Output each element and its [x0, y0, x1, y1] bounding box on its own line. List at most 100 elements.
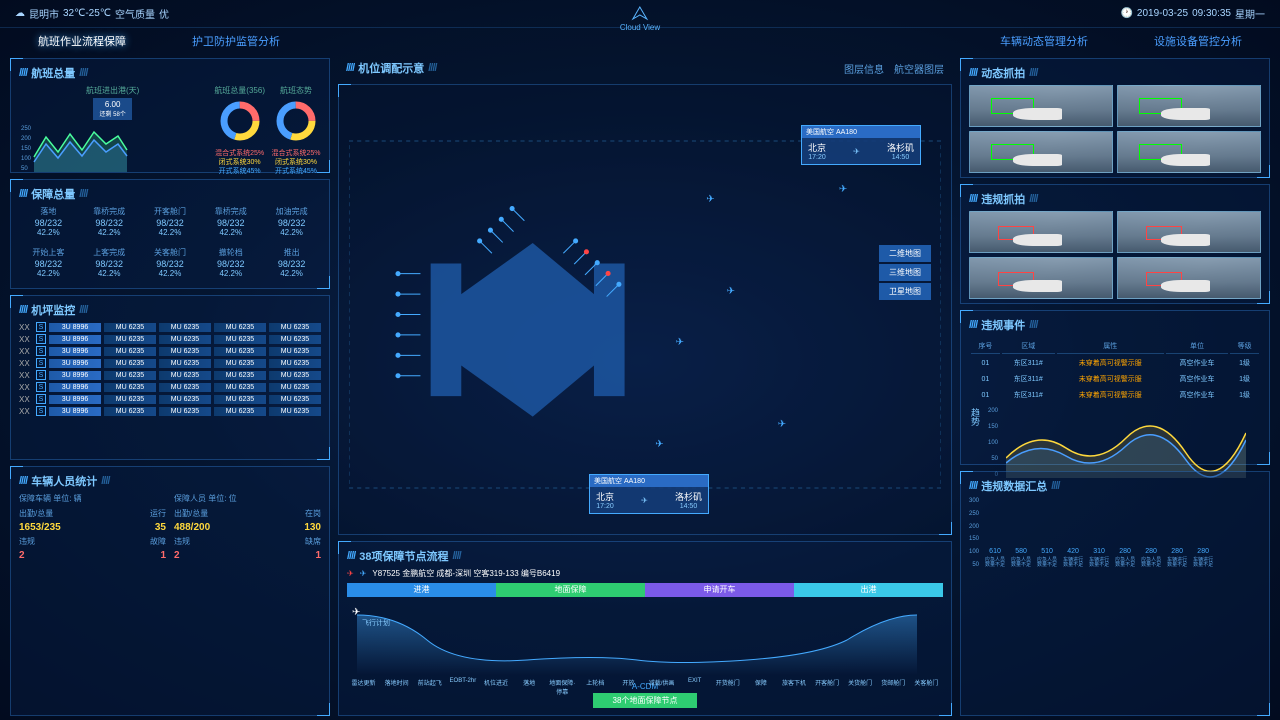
monitor-cell[interactable]: MU 6235 — [269, 407, 321, 416]
metric: 关客舱门98/23242.2% — [141, 247, 200, 278]
monitor-cell[interactable]: 3U 8996 — [49, 371, 101, 380]
event-row[interactable]: 01东区311#未穿着高可视警示服高空作业车1级 — [971, 388, 1259, 402]
monitor-cell[interactable]: MU 6235 — [159, 395, 211, 404]
bar-item: 610应急人员数量不足 — [985, 548, 1005, 568]
camera-feed[interactable] — [969, 257, 1113, 299]
flow-node: 落地时间 — [382, 678, 412, 696]
monitor-cell[interactable]: MU 6235 — [104, 395, 156, 404]
weekday: 星期一 — [1235, 6, 1265, 21]
camera-feed[interactable] — [1117, 257, 1261, 299]
nav-item[interactable]: 设施设备管控分析 — [1146, 31, 1250, 51]
airport-map: ✈ ✈ ✈ ✈ ✈ ✈ — [349, 105, 941, 524]
monitor-cell[interactable]: MU 6235 — [159, 383, 211, 392]
dynamic-capture-panel: 动态抓拍 — [960, 58, 1270, 178]
nav-item[interactable]: 护卫防护监管分析 — [184, 31, 288, 51]
monitor-cell[interactable]: MU 6235 — [159, 359, 211, 368]
monitor-cell[interactable]: MU 6235 — [104, 383, 156, 392]
metric: 靠桥完成98/23242.2% — [201, 206, 260, 237]
monitor-cell[interactable]: 3U 8996 — [49, 395, 101, 404]
flow-node: 开客舱门 — [812, 678, 842, 696]
svg-text:250: 250 — [21, 126, 32, 132]
monitor-cell[interactable]: MU 6235 — [104, 359, 156, 368]
camera-feed[interactable] — [1117, 85, 1261, 127]
monitor-cell[interactable]: MU 6235 — [214, 323, 266, 332]
nav-item[interactable]: 车辆动态管理分析 — [992, 31, 1096, 51]
event-row[interactable]: 01东区311#未穿着高可视警示服高空作业车1级 — [971, 372, 1259, 386]
monitor-cell[interactable]: MU 6235 — [214, 383, 266, 392]
monitor-cell[interactable]: MU 6235 — [269, 347, 321, 356]
monitor-cell[interactable]: 3U 8996 — [49, 407, 101, 416]
donut-chart-1 — [215, 96, 265, 146]
monitor-cell[interactable]: MU 6235 — [159, 323, 211, 332]
metric: 靠桥完成98/23242.2% — [80, 206, 139, 237]
monitor-cell[interactable]: MU 6235 — [214, 371, 266, 380]
monitor-cell[interactable]: 3U 8996 — [49, 359, 101, 368]
flight-card-1[interactable]: 美国航空 AA180 北京17:20✈洛杉矶14:50 — [801, 125, 921, 165]
camera-feed[interactable] — [1117, 131, 1261, 173]
camera-feed[interactable] — [1117, 211, 1261, 253]
monitor-row: XXS3U 8996MU 6235MU 6235MU 6235MU 6235 — [19, 346, 321, 356]
weather-icon: ☁ — [15, 8, 25, 19]
monitor-cell[interactable]: MU 6235 — [269, 371, 321, 380]
map-panel[interactable]: ✈ ✈ ✈ ✈ ✈ ✈ 美国航空 AA180 北京17:20✈洛杉矶14:50 … — [338, 84, 952, 535]
flow-node: 地面保障·停靠 — [547, 678, 577, 696]
panel-title: 航班总量 — [19, 65, 321, 81]
time: 09:30:35 — [1192, 8, 1231, 19]
event-row[interactable]: 01东区311#未穿着高可视警示服高空作业车1级 — [971, 356, 1259, 370]
air-val: 优 — [159, 6, 169, 21]
flow-node: 开货舱门 — [713, 678, 743, 696]
plane-icon: ✈ — [360, 569, 367, 578]
flow-curve: ✈ 飞行计划 — [347, 605, 943, 675]
svg-text:✈: ✈ — [655, 439, 664, 450]
camera-feed[interactable] — [969, 85, 1113, 127]
map-btn[interactable]: 二维地图 — [879, 245, 931, 262]
svg-text:100: 100 — [21, 156, 32, 162]
monitor-cell[interactable]: MU 6235 — [159, 371, 211, 380]
map-btn[interactable]: 三维地图 — [879, 264, 931, 281]
monitor-cell[interactable]: MU 6235 — [159, 347, 211, 356]
monitor-cell[interactable]: 3U 8996 — [49, 347, 101, 356]
donut-chart-2 — [271, 96, 321, 146]
monitor-cell[interactable]: MU 6235 — [214, 395, 266, 404]
flight-card-2[interactable]: 美国航空 AA180 北京17:20✈洛杉矶14:50 — [589, 474, 709, 514]
map-btn[interactable]: 卫星地图 — [879, 283, 931, 300]
monitor-cell[interactable]: MU 6235 — [269, 395, 321, 404]
monitor-cell[interactable]: MU 6235 — [159, 335, 211, 344]
monitor-cell[interactable]: MU 6235 — [269, 335, 321, 344]
personnel-panel: 车辆人员统计 保障车辆 单位: 辆 出勤/总量运行 1653/23535 违规故… — [10, 466, 330, 716]
monitor-cell[interactable]: 3U 8996 — [49, 383, 101, 392]
header: ☁ 昆明市 32℃-25℃ 空气质量 优 Cloud View 🕐 2019-0… — [0, 0, 1280, 28]
camera-feed[interactable] — [969, 131, 1113, 173]
bar-item: 580应急人员数量不足 — [1011, 548, 1031, 568]
monitor-cell[interactable]: MU 6235 — [104, 323, 156, 332]
svg-text:50: 50 — [21, 166, 28, 172]
monitor-cell[interactable]: 3U 8996 — [49, 335, 101, 344]
left-column: 航班总量 航班进出港(天) 6.00还剩 58个 25020015010050 — [10, 58, 330, 716]
monitor-cell[interactable]: MU 6235 — [104, 335, 156, 344]
flow-node: 上轮档 — [580, 678, 610, 696]
monitor-cell[interactable]: 3U 8996 — [49, 323, 101, 332]
monitor-cell[interactable]: MU 6235 — [214, 335, 266, 344]
monitor-cell[interactable]: MU 6235 — [104, 371, 156, 380]
summary-bar-chart: 610应急人员数量不足580应急人员数量不足510应急人员数量不足420车辆进行… — [981, 498, 1217, 568]
monitor-cell[interactable]: MU 6235 — [104, 347, 156, 356]
flow-node: 落地 — [514, 678, 544, 696]
chart-sub: 航班进出港(天) — [19, 85, 206, 96]
monitor-cell[interactable]: MU 6235 — [214, 347, 266, 356]
guarantee-panel: 保障总量 落地98/23242.2%靠桥完成98/23242.2%开客舱门98/… — [10, 179, 330, 289]
monitor-cell[interactable]: MU 6235 — [269, 323, 321, 332]
monitor-cell[interactable]: MU 6235 — [214, 407, 266, 416]
camera-feed[interactable] — [969, 211, 1113, 253]
monitor-cell[interactable]: MU 6235 — [104, 407, 156, 416]
flow-node: 关客舱门 — [911, 678, 941, 696]
nav-item[interactable]: 航班作业流程保障 — [30, 31, 134, 51]
phase: 地面保障 — [496, 583, 645, 597]
city: 昆明市 — [29, 6, 59, 21]
monitor-cell[interactable]: MU 6235 — [269, 383, 321, 392]
flow-node: 旅客下机 — [779, 678, 809, 696]
monitor-cell[interactable]: MU 6235 — [159, 407, 211, 416]
flow-node: 关货舱门 — [845, 678, 875, 696]
monitor-cell[interactable]: MU 6235 — [269, 359, 321, 368]
monitor-cell[interactable]: MU 6235 — [214, 359, 266, 368]
air-label: 空气质量 — [115, 6, 155, 21]
